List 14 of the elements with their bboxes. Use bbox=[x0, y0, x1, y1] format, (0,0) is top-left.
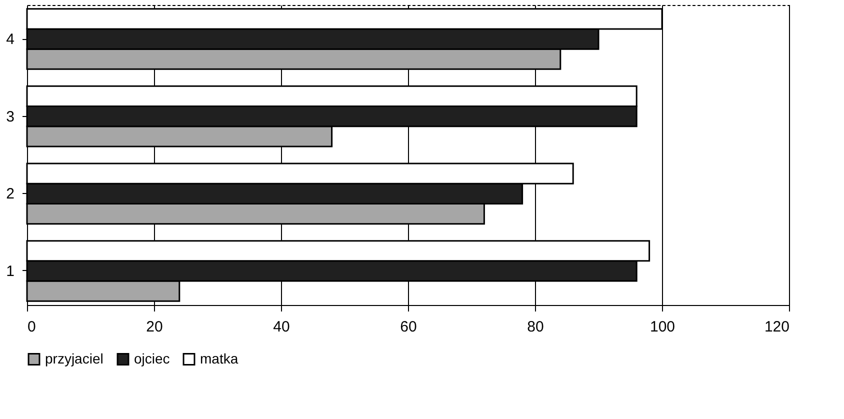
x-tick-label: 0 bbox=[28, 318, 36, 336]
x-tick-label: 100 bbox=[650, 318, 676, 336]
x-tick-label: 120 bbox=[764, 318, 790, 336]
x-tick-label: 40 bbox=[273, 318, 290, 336]
y-tick-label: 1 bbox=[6, 262, 14, 280]
legend-label: matka bbox=[200, 350, 238, 366]
y-tick-label: 4 bbox=[6, 31, 14, 48]
x-tick-label: 20 bbox=[146, 318, 163, 336]
x-tick-label: 60 bbox=[400, 318, 417, 336]
y-tick-label: 2 bbox=[6, 186, 14, 203]
legend-label: przyjaciel bbox=[45, 350, 104, 366]
x-tick-label: 80 bbox=[527, 318, 544, 336]
y-tick-label: 3 bbox=[6, 108, 14, 126]
legend-label: ojciec bbox=[134, 350, 170, 366]
